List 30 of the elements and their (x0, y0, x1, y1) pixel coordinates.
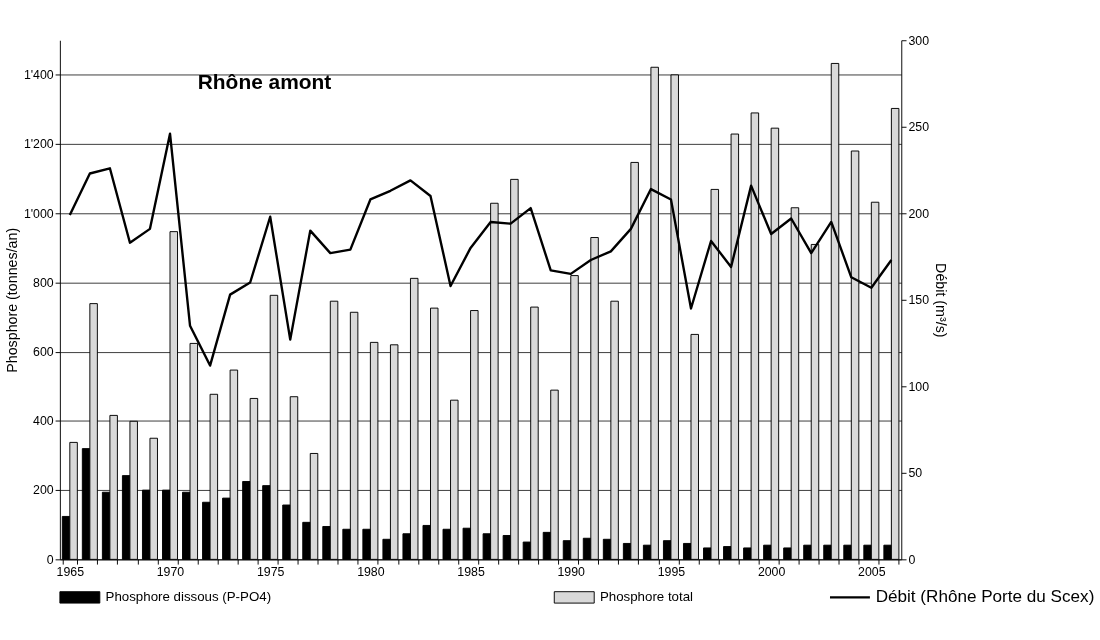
y2-tick-label: 200 (908, 206, 930, 221)
y-tick-label: 1'200 (23, 137, 54, 152)
x-tick-label: 2000 (757, 565, 786, 579)
y-tick-label: 600 (33, 345, 54, 359)
y2-tick-label: 100 (908, 379, 930, 394)
y2-tick-label: 250 (908, 120, 930, 135)
x-tick-label: 1995 (657, 565, 686, 579)
x-tick-label: 1975 (256, 565, 285, 579)
y-tick-label: 0 (46, 552, 54, 567)
y2-axis-title: Débit (m³/s) (932, 263, 949, 338)
text: Rhône amont (197, 69, 332, 93)
legend-label: Débit (Rhône Porte du Scex) (875, 587, 1095, 607)
y2-tick-label: 50 (908, 466, 923, 481)
y2-tick-label: 0 (908, 552, 916, 567)
y2-tick-label: 150 (908, 293, 930, 308)
x-tick-label: 1985 (457, 565, 485, 579)
legend-label: Phosphore total (599, 589, 694, 605)
legend-label: Phosphore dissous (P-PO4) (105, 589, 272, 605)
x-tick-label: 1965 (56, 565, 85, 579)
y-axis-title: Phosphore (tonnes/an) (4, 227, 21, 373)
x-tick-label: 1980 (357, 565, 385, 579)
y-tick-label: 1'400 (23, 68, 54, 83)
y-tick-label: 200 (33, 483, 54, 498)
x-tick-label: 1990 (557, 565, 586, 579)
y2-tick-label: 300 (908, 33, 930, 48)
x-tick-label: 1970 (156, 565, 185, 579)
x-tick-label: 2005 (858, 565, 886, 579)
y-tick-label: 400 (33, 414, 54, 429)
y-tick-label: 1'000 (23, 206, 54, 221)
y-tick-label: 800 (33, 275, 54, 290)
